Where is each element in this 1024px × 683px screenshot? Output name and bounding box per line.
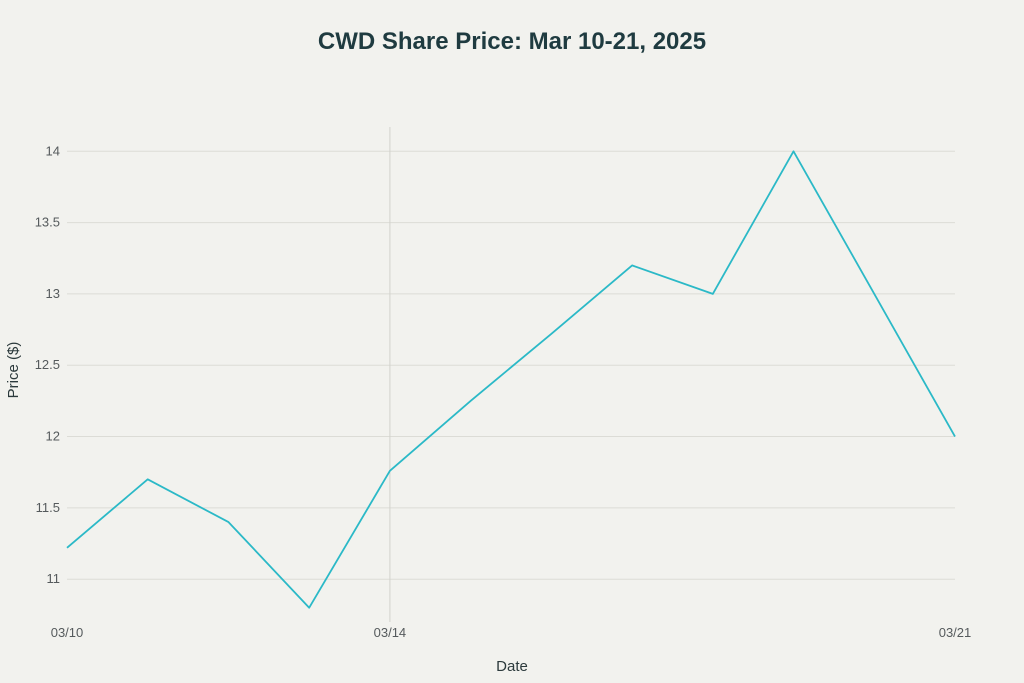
x-axis-ticks: 03/10 03/14 03/21 bbox=[51, 625, 972, 640]
x-axis-label: Date bbox=[496, 658, 528, 675]
y-axis-ticks: 11 11.5 12 12.5 13 13.5 14 bbox=[35, 143, 60, 586]
x-tick-label: 03/21 bbox=[939, 625, 972, 640]
x-tick-label: 03/14 bbox=[374, 625, 407, 640]
y-axis-label: Price ($) bbox=[5, 342, 22, 399]
y-tick-label: 12 bbox=[46, 429, 60, 444]
y-tick-label: 12.5 bbox=[35, 357, 60, 372]
y-tick-label: 11.5 bbox=[36, 500, 60, 515]
series-line-cwd bbox=[66, 150, 956, 609]
y-tick-label: 13 bbox=[46, 286, 60, 301]
y-tick-label: 11 bbox=[47, 571, 61, 586]
gridlines bbox=[67, 127, 955, 622]
y-tick-label: 14 bbox=[46, 143, 60, 158]
x-tick-label: 03/10 bbox=[51, 625, 84, 640]
y-tick-label: 13.5 bbox=[35, 215, 60, 230]
chart-title: CWD Share Price: Mar 10-21, 2025 bbox=[317, 28, 707, 55]
